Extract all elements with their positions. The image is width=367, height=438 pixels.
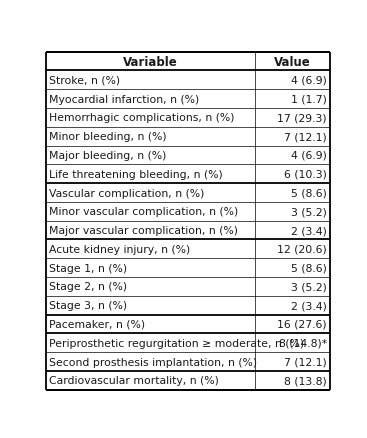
Text: 2 (3.4): 2 (3.4) — [291, 300, 327, 311]
Text: 3 (5.2): 3 (5.2) — [291, 207, 327, 217]
Text: Pacemaker, n (%): Pacemaker, n (%) — [49, 319, 145, 329]
Text: 17 (29.3): 17 (29.3) — [277, 113, 327, 123]
Text: Minor bleeding, n (%): Minor bleeding, n (%) — [49, 132, 167, 142]
Text: Life threatening bleeding, n (%): Life threatening bleeding, n (%) — [49, 170, 223, 179]
Text: Major bleeding, n (%): Major bleeding, n (%) — [49, 151, 167, 161]
Text: Stage 2, n (%): Stage 2, n (%) — [49, 282, 127, 292]
Text: 4 (6.9): 4 (6.9) — [291, 76, 327, 86]
Text: 7 (12.1): 7 (12.1) — [284, 132, 327, 142]
Text: 1 (1.7): 1 (1.7) — [291, 95, 327, 104]
Text: Second prosthesis implantation, n (%): Second prosthesis implantation, n (%) — [49, 357, 257, 367]
Text: 16 (27.6): 16 (27.6) — [277, 319, 327, 329]
Text: 2 (3.4): 2 (3.4) — [291, 226, 327, 236]
Text: 8 (14.8)*: 8 (14.8)* — [279, 338, 327, 348]
Text: 6 (10.3): 6 (10.3) — [284, 170, 327, 179]
Text: Stroke, n (%): Stroke, n (%) — [49, 76, 120, 86]
Text: Value: Value — [274, 56, 311, 68]
Text: 4 (6.9): 4 (6.9) — [291, 151, 327, 161]
Text: Minor vascular complication, n (%): Minor vascular complication, n (%) — [49, 207, 239, 217]
Text: Stage 1, n (%): Stage 1, n (%) — [49, 263, 127, 273]
Text: Vascular complication, n (%): Vascular complication, n (%) — [49, 188, 205, 198]
Text: Periprosthetic regurgitation ≥ moderate, n (%): Periprosthetic regurgitation ≥ moderate,… — [49, 338, 304, 348]
Text: Variable: Variable — [123, 56, 178, 68]
Text: 7 (12.1): 7 (12.1) — [284, 357, 327, 367]
Text: Myocardial infarction, n (%): Myocardial infarction, n (%) — [49, 95, 200, 104]
Text: Acute kidney injury, n (%): Acute kidney injury, n (%) — [49, 244, 190, 254]
Text: Hemorrhagic complications, n (%): Hemorrhagic complications, n (%) — [49, 113, 235, 123]
Text: 5 (8.6): 5 (8.6) — [291, 188, 327, 198]
Text: Cardiovascular mortality, n (%): Cardiovascular mortality, n (%) — [49, 375, 219, 385]
Text: 12 (20.6): 12 (20.6) — [277, 244, 327, 254]
Text: Stage 3, n (%): Stage 3, n (%) — [49, 300, 127, 311]
Text: Major vascular complication, n (%): Major vascular complication, n (%) — [49, 226, 238, 236]
Text: 3 (5.2): 3 (5.2) — [291, 282, 327, 292]
Text: 5 (8.6): 5 (8.6) — [291, 263, 327, 273]
Text: 8 (13.8): 8 (13.8) — [284, 375, 327, 385]
